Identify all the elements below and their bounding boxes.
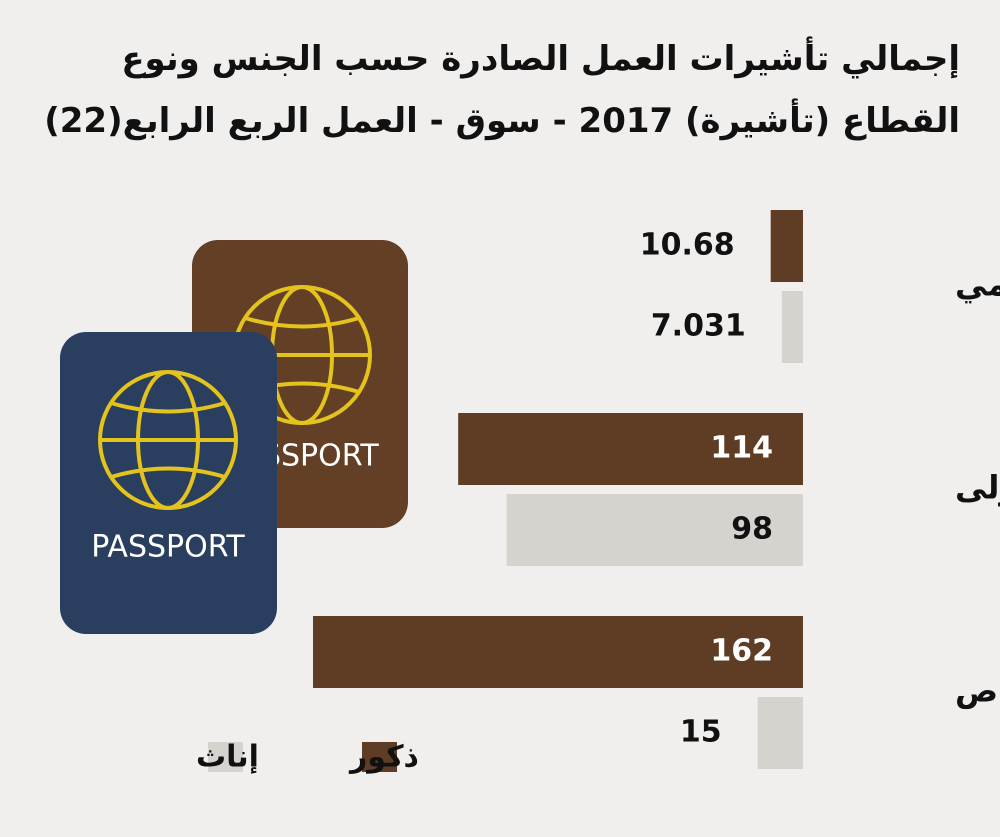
chart-title: إجمالي تأشيرات العمل الصادرة حسب الجنس و… <box>44 39 960 141</box>
category-label: خاص <box>955 672 1000 710</box>
passport-cover <box>60 332 277 634</box>
passport-navy: PASSPORT <box>60 332 277 634</box>
legend-swatch <box>208 742 243 772</box>
legend-label: ذكور <box>348 740 419 775</box>
value-label: 162 <box>710 634 773 669</box>
value-label: 114 <box>710 431 773 466</box>
bar <box>458 413 803 485</box>
legend-label: إناث <box>196 740 259 775</box>
bar <box>506 494 803 566</box>
value-label: 98 <box>731 512 773 547</box>
value-label: 7.031 <box>651 309 746 344</box>
bar <box>757 697 803 769</box>
category-label: منزلى <box>955 469 1000 507</box>
legend-swatch <box>362 742 397 772</box>
value-label: 10.68 <box>640 228 735 263</box>
bar <box>781 291 803 363</box>
category-label: حكومي <box>955 266 1000 304</box>
bar <box>313 616 803 688</box>
passport-label: PASSPORT <box>91 530 245 565</box>
bar <box>770 210 803 282</box>
value-label: 15 <box>680 715 722 750</box>
